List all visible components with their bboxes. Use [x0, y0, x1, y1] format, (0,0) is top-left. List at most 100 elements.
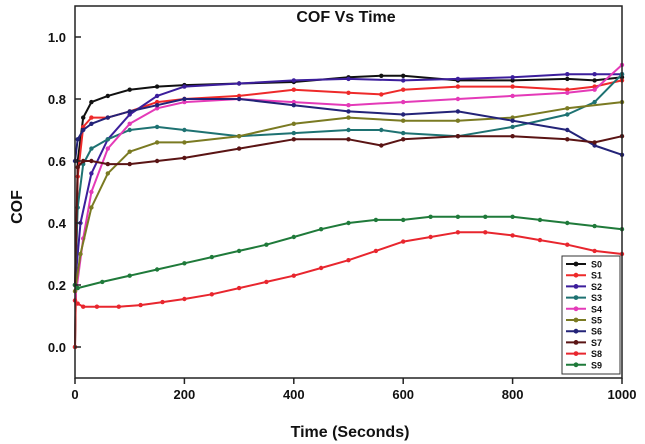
y-tick-label: 0.0 [48, 340, 66, 355]
series-S6 [72, 96, 625, 164]
data-point [592, 223, 597, 229]
data-point [182, 261, 187, 266]
data-point [401, 118, 406, 123]
x-tick-label: 600 [392, 387, 414, 402]
data-point [127, 87, 132, 92]
data-point [455, 230, 461, 235]
data-point [379, 73, 384, 79]
data-point [346, 220, 351, 226]
data-point [537, 217, 543, 223]
data-point [182, 155, 187, 161]
data-point [182, 140, 187, 145]
data-point [401, 137, 406, 142]
series-S9 [72, 214, 625, 291]
data-point [236, 93, 242, 99]
legend-marker [573, 340, 579, 345]
series-line [74, 73, 623, 286]
data-point [116, 304, 122, 309]
data-point [127, 149, 132, 154]
data-point [455, 84, 461, 89]
data-point [138, 302, 143, 308]
legend-label: S6 [591, 327, 602, 337]
data-point [127, 109, 132, 114]
data-point [291, 87, 296, 92]
data-point [75, 165, 80, 170]
data-point [455, 76, 461, 82]
legend-label: S7 [591, 338, 602, 348]
data-point [105, 93, 111, 99]
data-point [592, 78, 597, 83]
data-point [565, 76, 570, 82]
data-point [510, 118, 515, 123]
x-tick-label: 200 [174, 387, 196, 402]
x-tick-label: 1000 [608, 387, 637, 402]
data-point [291, 99, 296, 105]
data-point [592, 72, 597, 77]
data-point [236, 96, 242, 102]
data-point [154, 103, 160, 108]
data-point [127, 112, 132, 117]
legend-marker [573, 317, 579, 323]
data-point [154, 106, 160, 111]
x-axis-label: Time (Seconds) [291, 424, 410, 441]
data-point [75, 301, 80, 306]
data-point [401, 217, 406, 223]
data-point [236, 146, 242, 151]
data-point [510, 214, 515, 219]
x-axis: 0 200 400 600 800 1000 [71, 378, 636, 402]
data-point [455, 214, 461, 219]
data-point [592, 140, 597, 145]
series-line [74, 215, 623, 290]
data-point [182, 96, 187, 102]
data-point [379, 127, 384, 133]
plot-frame [74, 5, 623, 379]
data-point [510, 84, 515, 89]
data-point [81, 127, 86, 133]
data-point [373, 248, 379, 254]
data-point [401, 78, 406, 83]
data-point [428, 214, 433, 219]
data-point [75, 137, 80, 142]
data-point [236, 248, 242, 254]
y-tick-label: 0.4 [48, 216, 67, 231]
data-point [401, 112, 406, 117]
data-point [105, 161, 111, 167]
data-point [236, 81, 242, 86]
data-point [81, 158, 86, 164]
data-point [81, 115, 86, 120]
data-point [127, 161, 132, 167]
legend-label: S9 [591, 360, 602, 370]
data-point [565, 112, 570, 117]
y-axis-label: COF [9, 190, 26, 224]
data-point [373, 217, 379, 223]
data-point [510, 233, 515, 238]
data-point [291, 137, 296, 142]
data-point [346, 90, 351, 96]
data-point [510, 78, 515, 83]
data-point [236, 285, 242, 291]
legend-label: S1 [591, 271, 602, 281]
x-tick-label: 400 [283, 387, 305, 402]
data-point [510, 75, 515, 80]
data-point [401, 73, 406, 79]
data-point [346, 103, 351, 108]
series-S0 [72, 73, 625, 350]
series-S8 [72, 230, 625, 309]
data-point [209, 254, 214, 260]
data-point [105, 115, 111, 120]
data-point [401, 87, 406, 92]
data-point [346, 115, 351, 120]
data-point [182, 99, 187, 105]
data-point [565, 90, 570, 96]
data-point [236, 134, 242, 139]
data-point [483, 230, 488, 235]
data-point [510, 115, 515, 120]
data-point [105, 137, 111, 142]
data-point [182, 296, 187, 302]
data-point [455, 134, 461, 139]
data-point [318, 227, 324, 232]
data-point [182, 84, 187, 89]
data-point [264, 279, 269, 285]
